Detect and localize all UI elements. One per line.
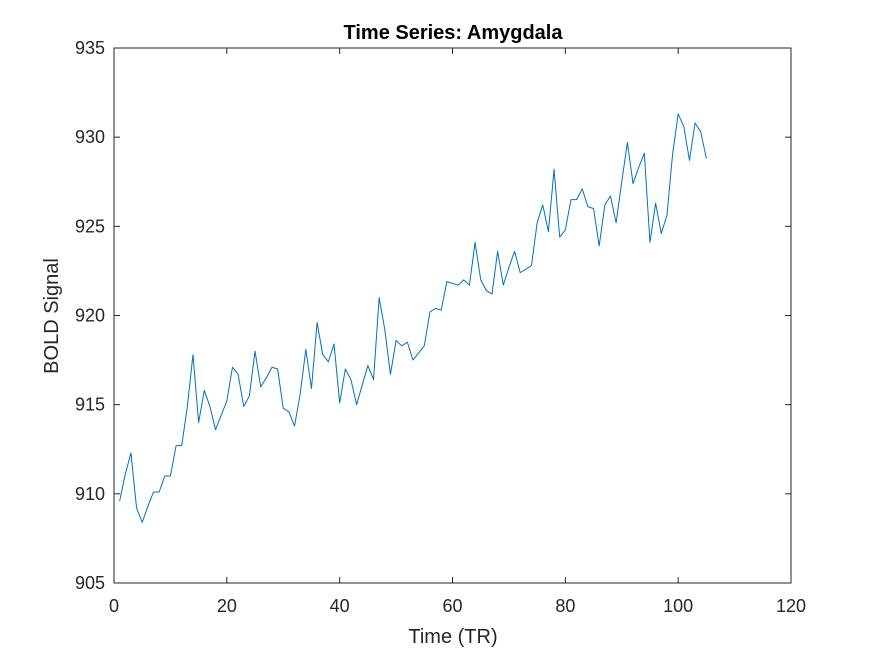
y-tick-label: 910 xyxy=(75,484,105,504)
y-tick-label: 925 xyxy=(75,216,105,236)
x-tick-label: 40 xyxy=(330,596,350,616)
y-tick-label: 915 xyxy=(75,395,105,415)
y-axis-ticks: 905 910 915 920 925 930 935 xyxy=(75,38,791,593)
x-tick-label: 120 xyxy=(776,596,806,616)
plot-area-box xyxy=(113,47,792,584)
x-tick-label: 20 xyxy=(217,596,237,616)
y-tick-label: 935 xyxy=(75,38,105,58)
x-tick-label: 60 xyxy=(442,596,462,616)
x-tick-label: 100 xyxy=(663,596,693,616)
y-tick-label: 930 xyxy=(75,127,105,147)
y-axis-label: BOLD Signal xyxy=(41,258,63,374)
series-group xyxy=(119,113,707,523)
x-axis-ticks: 0 20 40 60 80 100 120 xyxy=(109,48,806,616)
series-line-0 xyxy=(119,113,707,523)
chart-title: Time Series: Amygdala xyxy=(344,22,564,44)
x-tick-label: 0 xyxy=(109,596,119,616)
x-tick-label: 80 xyxy=(555,596,575,616)
y-tick-label: 920 xyxy=(75,306,105,326)
y-tick-label: 905 xyxy=(75,573,105,593)
x-axis-label: Time (TR) xyxy=(408,626,497,648)
